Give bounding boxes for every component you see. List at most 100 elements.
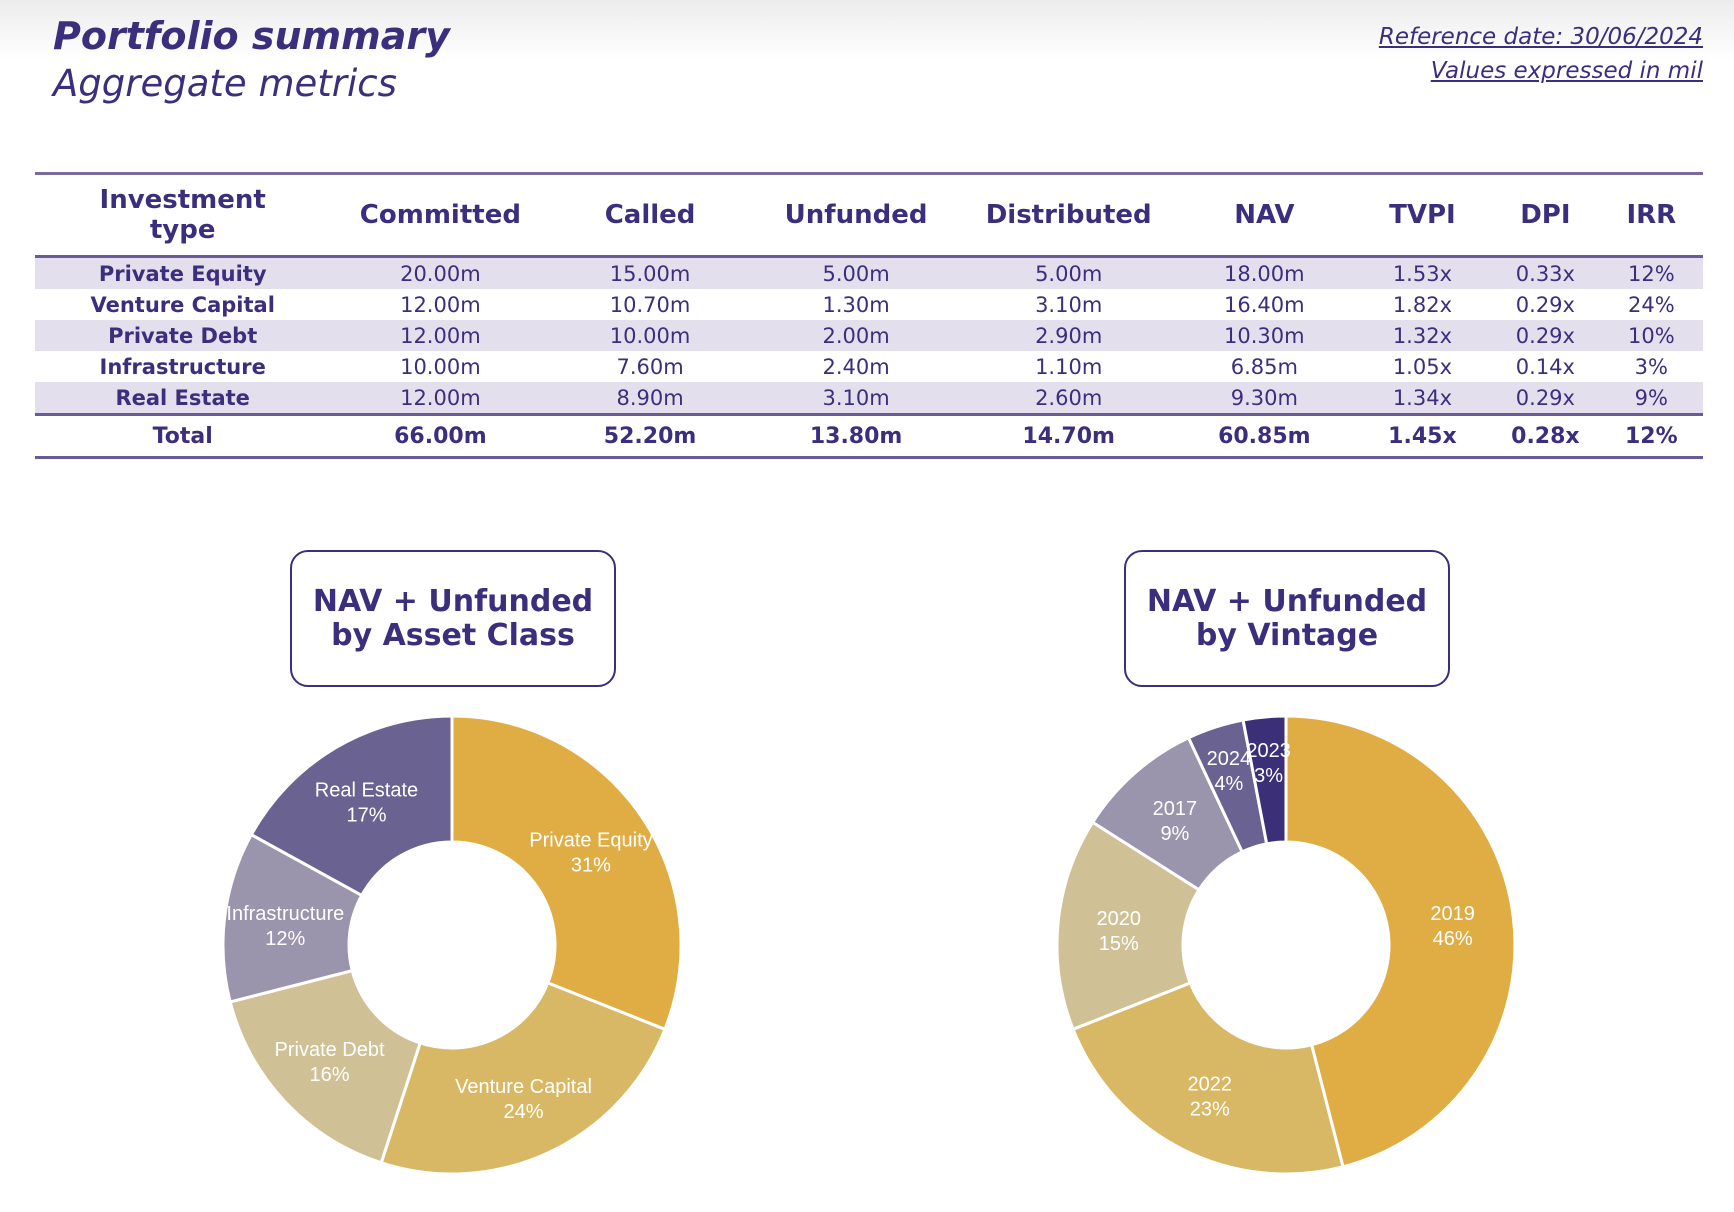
table-row: Private Equity 20.00m 15.00m 5.00m 5.00m 18.0… — [35, 256, 1703, 289]
column-header: NAV — [1174, 172, 1354, 258]
page-title: Portfolio summary — [53, 14, 450, 58]
row-label: Venture Capital — [90, 292, 275, 317]
cell: 10.00m — [400, 354, 481, 379]
total-cell: 12% — [1599, 413, 1703, 459]
slice-percent: 24% — [504, 1101, 544, 1123]
donut-slice — [379, 980, 667, 1176]
cell: 18.00m — [1224, 261, 1305, 286]
cell: 5.00m — [1035, 261, 1103, 286]
metrics-table: Investment type Committed Called Unfunded Di… — [35, 172, 1703, 459]
cell: 3.10m — [822, 385, 890, 410]
total-cell: Total — [35, 413, 331, 459]
row-label: Infrastructure — [99, 354, 266, 379]
cell: 24% — [1627, 292, 1675, 317]
cell: 1.32x — [1392, 323, 1452, 348]
reference-date: Reference date: 30/06/2024 — [1378, 24, 1703, 50]
cell: 8.90m — [616, 385, 684, 410]
slice-label: 2024 — [1207, 748, 1252, 770]
slice-label: Venture Capital — [455, 1076, 592, 1098]
slice-percent: 4% — [1214, 773, 1243, 795]
slice-label: 2020 — [1096, 908, 1141, 930]
cell: 2.00m — [822, 323, 890, 348]
row-label: Private Debt — [108, 323, 258, 348]
cell: 3.10m — [1035, 292, 1103, 317]
cell: 12% — [1627, 261, 1675, 286]
slice-percent: 3% — [1254, 765, 1283, 787]
cell: 2.90m — [1035, 323, 1103, 348]
donut-slice — [1284, 714, 1517, 1169]
cell: 9% — [1634, 385, 1668, 410]
donut-slice — [1071, 980, 1345, 1176]
column-header: TVPI — [1353, 172, 1492, 258]
slice-label: Private Debt — [275, 1039, 385, 1061]
slice-label: 2023 — [1246, 740, 1291, 762]
column-header: Called — [550, 172, 750, 258]
cell: 2.40m — [822, 354, 890, 379]
slice-percent: 9% — [1160, 823, 1189, 845]
cell: 2.60m — [1035, 385, 1103, 410]
donut-slice — [1241, 714, 1288, 846]
cell: 0.29x — [1515, 385, 1575, 410]
column-header: IRR — [1599, 172, 1703, 258]
table-row: Venture Capital 12.00m 10.70m 1.30m 3.10m 16.… — [35, 289, 1703, 320]
cell: 1.34x — [1392, 385, 1452, 410]
cell: 1.82x — [1392, 292, 1452, 317]
cell: 16.40m — [1224, 292, 1305, 317]
cell: 10.30m — [1224, 323, 1305, 348]
cell: 12.00m — [400, 385, 481, 410]
total-cell: 60.85m — [1174, 413, 1354, 459]
slice-label: 2022 — [1187, 1074, 1232, 1096]
slice-label: Real Estate — [315, 779, 418, 801]
cell: 0.29x — [1515, 292, 1575, 317]
total-cell: 52.20m — [550, 413, 750, 459]
slice-label: 2017 — [1153, 798, 1198, 820]
cell: 0.33x — [1515, 261, 1575, 286]
total-cell: 14.70m — [962, 413, 1175, 459]
cell: 9.30m — [1230, 385, 1298, 410]
table-row: Private Debt 12.00m 10.00m 2.00m 2.90m 10.30m… — [35, 320, 1703, 351]
cell: 15.00m — [609, 261, 691, 286]
donut-slice — [1055, 820, 1202, 1032]
cell: 12.00m — [400, 323, 481, 348]
page-subtitle: Aggregate metrics — [53, 62, 397, 105]
cell: 5.00m — [822, 261, 890, 286]
row-label: Private Equity — [98, 261, 267, 286]
total-row: Total 66.00m 52.20m 13.80m 14.70m 60.85m 1.45x… — [35, 413, 1703, 459]
cell: 7.60m — [616, 354, 684, 379]
cell: 10.00m — [609, 323, 691, 348]
table-row: Infrastructure 10.00m 7.60m 2.40m 1.10m 6.85m… — [35, 351, 1703, 382]
slice-percent: 12% — [265, 928, 305, 950]
donut-slice — [228, 968, 423, 1165]
cell: 10% — [1627, 323, 1675, 348]
cell: 1.10m — [1035, 354, 1103, 379]
slice-label: 2019 — [1430, 903, 1475, 925]
column-header: Distributed — [962, 172, 1175, 258]
cell: 1.30m — [822, 292, 890, 317]
cell: 12.00m — [400, 292, 481, 317]
column-header: Investment type — [35, 172, 331, 258]
row-label: Real Estate — [115, 385, 250, 410]
slice-percent: 15% — [1099, 933, 1139, 955]
cell: 20.00m — [400, 261, 481, 286]
total-cell: 13.80m — [749, 413, 963, 459]
column-header: Committed — [330, 172, 551, 258]
slice-percent: 16% — [310, 1064, 350, 1086]
units-note: Values expressed in mil — [1430, 58, 1703, 84]
vintage-chart-title: NAV + Unfunded by Vintage — [1124, 550, 1450, 687]
slice-percent: 46% — [1433, 928, 1473, 950]
cell: 0.29x — [1515, 323, 1575, 348]
total-cell: 66.00m — [330, 413, 551, 459]
asset-class-chart-title: NAV + Unfunded by Asset Class — [290, 550, 616, 687]
slice-percent: 17% — [346, 804, 386, 826]
slice-label: Private Equity — [529, 830, 652, 852]
total-cell: 0.28x — [1491, 413, 1600, 459]
column-header: Unfunded — [749, 172, 963, 258]
cell: 0.14x — [1515, 354, 1575, 379]
slice-percent: 31% — [571, 855, 611, 877]
slice-label: Infrastructure — [226, 903, 344, 925]
table-row: Real Estate 12.00m 8.90m 3.10m 2.60m 9.30m 1.3… — [35, 382, 1703, 415]
cell: 3% — [1634, 354, 1668, 379]
column-header: DPI — [1491, 172, 1600, 258]
